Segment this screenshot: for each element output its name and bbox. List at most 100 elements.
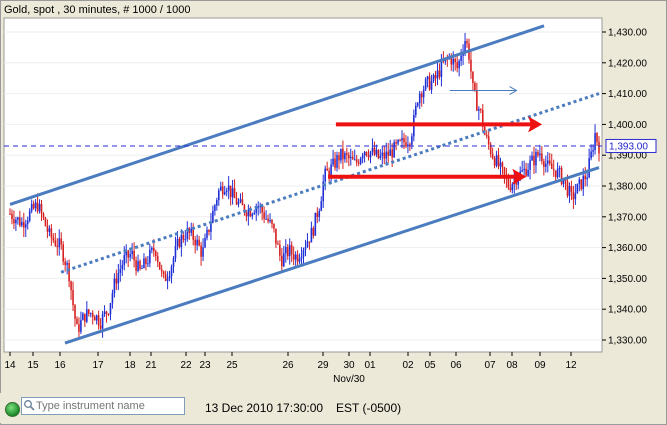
candle-body (509, 187, 512, 191)
candle-body (64, 261, 66, 265)
candle-body (493, 158, 496, 166)
candle-body (416, 103, 419, 106)
red-arrow-head (512, 168, 527, 185)
candle-body (147, 263, 149, 265)
candle-body (533, 155, 535, 166)
candle-body (115, 278, 118, 284)
candle-body (588, 158, 590, 178)
candle-body (24, 224, 27, 228)
y-tick-label: 1,370.00 (608, 212, 647, 223)
candle-body (19, 217, 21, 226)
x-tick-label: 21 (145, 360, 157, 371)
x-tick-label: 02 (402, 360, 414, 371)
candle-body (259, 206, 261, 208)
candle-body (82, 313, 84, 321)
candle-body (432, 75, 435, 82)
candle-body (566, 181, 569, 196)
candle-body (586, 177, 588, 180)
candle-body (40, 203, 43, 214)
candle-body (395, 142, 397, 144)
candle-body (237, 201, 240, 205)
candle-body (369, 151, 372, 158)
candle-body (245, 212, 248, 217)
y-tick-label: 1,380.00 (608, 182, 647, 193)
candle-body (383, 152, 386, 159)
current-price-badge: 1,393.00 (605, 138, 657, 153)
x-tick-label: 22 (180, 360, 192, 371)
candle-body (34, 202, 37, 209)
candle-body (15, 219, 17, 224)
candle-body (529, 160, 531, 170)
candle-body (562, 179, 565, 184)
candle-body (86, 309, 88, 322)
candle-body (30, 203, 33, 211)
candle-body (363, 151, 366, 156)
candle-body (233, 188, 236, 199)
candle-body (302, 249, 305, 257)
instrument-search-input[interactable] (36, 398, 182, 414)
current-price-badge-box (605, 138, 657, 153)
candle-body (162, 271, 165, 275)
candle-body (60, 238, 63, 245)
candle-body (202, 247, 204, 257)
candle-body (192, 228, 195, 240)
current-price-badge-label: 1,393.00 (609, 141, 648, 152)
candle-body (470, 59, 472, 72)
candle-body (346, 153, 348, 155)
candle-body (74, 305, 76, 319)
candle-body (464, 41, 466, 52)
candle-body (407, 144, 409, 147)
candle-body (76, 318, 78, 325)
candle-body (135, 260, 137, 271)
candle-body (348, 154, 350, 159)
candle-body (154, 251, 157, 257)
candle-body (218, 190, 220, 201)
x-tick-label: 30 (343, 360, 355, 371)
candle-body (281, 255, 283, 267)
overlays (4, 24, 602, 345)
globe-icon[interactable] (5, 402, 20, 417)
candle-body (206, 229, 208, 238)
candle-body (487, 136, 490, 145)
candle-body (342, 148, 344, 160)
candle-body (545, 163, 547, 167)
candle-body (594, 132, 596, 150)
candle-body (306, 241, 309, 247)
candle-body (330, 164, 332, 177)
candle-body (316, 212, 319, 217)
candle-body (318, 210, 321, 217)
candle-body (554, 170, 557, 178)
candle-body (263, 212, 265, 219)
candle-body (458, 60, 460, 69)
candle-body (113, 278, 116, 294)
price-chart[interactable]: 1,330.00 1,340.00 1,350.00 1,360.00 1,370.00… (0, 0, 667, 395)
candle-body (422, 89, 425, 98)
candle-body (326, 168, 328, 171)
candle-body (365, 151, 368, 156)
candle-body (176, 238, 179, 247)
candle-body (403, 138, 405, 143)
candle-body (590, 151, 592, 159)
candle-body (355, 159, 358, 163)
candle-body (89, 313, 92, 315)
candle-body (310, 228, 313, 243)
candle-body (178, 238, 181, 248)
candle-body (46, 226, 49, 232)
candle-body (474, 82, 476, 91)
candle-body (489, 144, 492, 154)
candle-body (267, 218, 269, 222)
candle-body (129, 254, 131, 258)
candle-body (208, 229, 210, 233)
candle-body (592, 149, 594, 152)
candle-body (219, 186, 222, 191)
candle-body (351, 156, 354, 160)
candle-body (349, 156, 352, 159)
candle-body (507, 178, 510, 188)
candle-body (227, 185, 230, 191)
candle-body (541, 153, 543, 162)
timezone-readout: EST (-0500) (336, 401, 402, 415)
candle-body (578, 179, 581, 184)
candle-body (288, 245, 291, 257)
candle-body (190, 228, 193, 233)
candle-body (95, 315, 98, 321)
